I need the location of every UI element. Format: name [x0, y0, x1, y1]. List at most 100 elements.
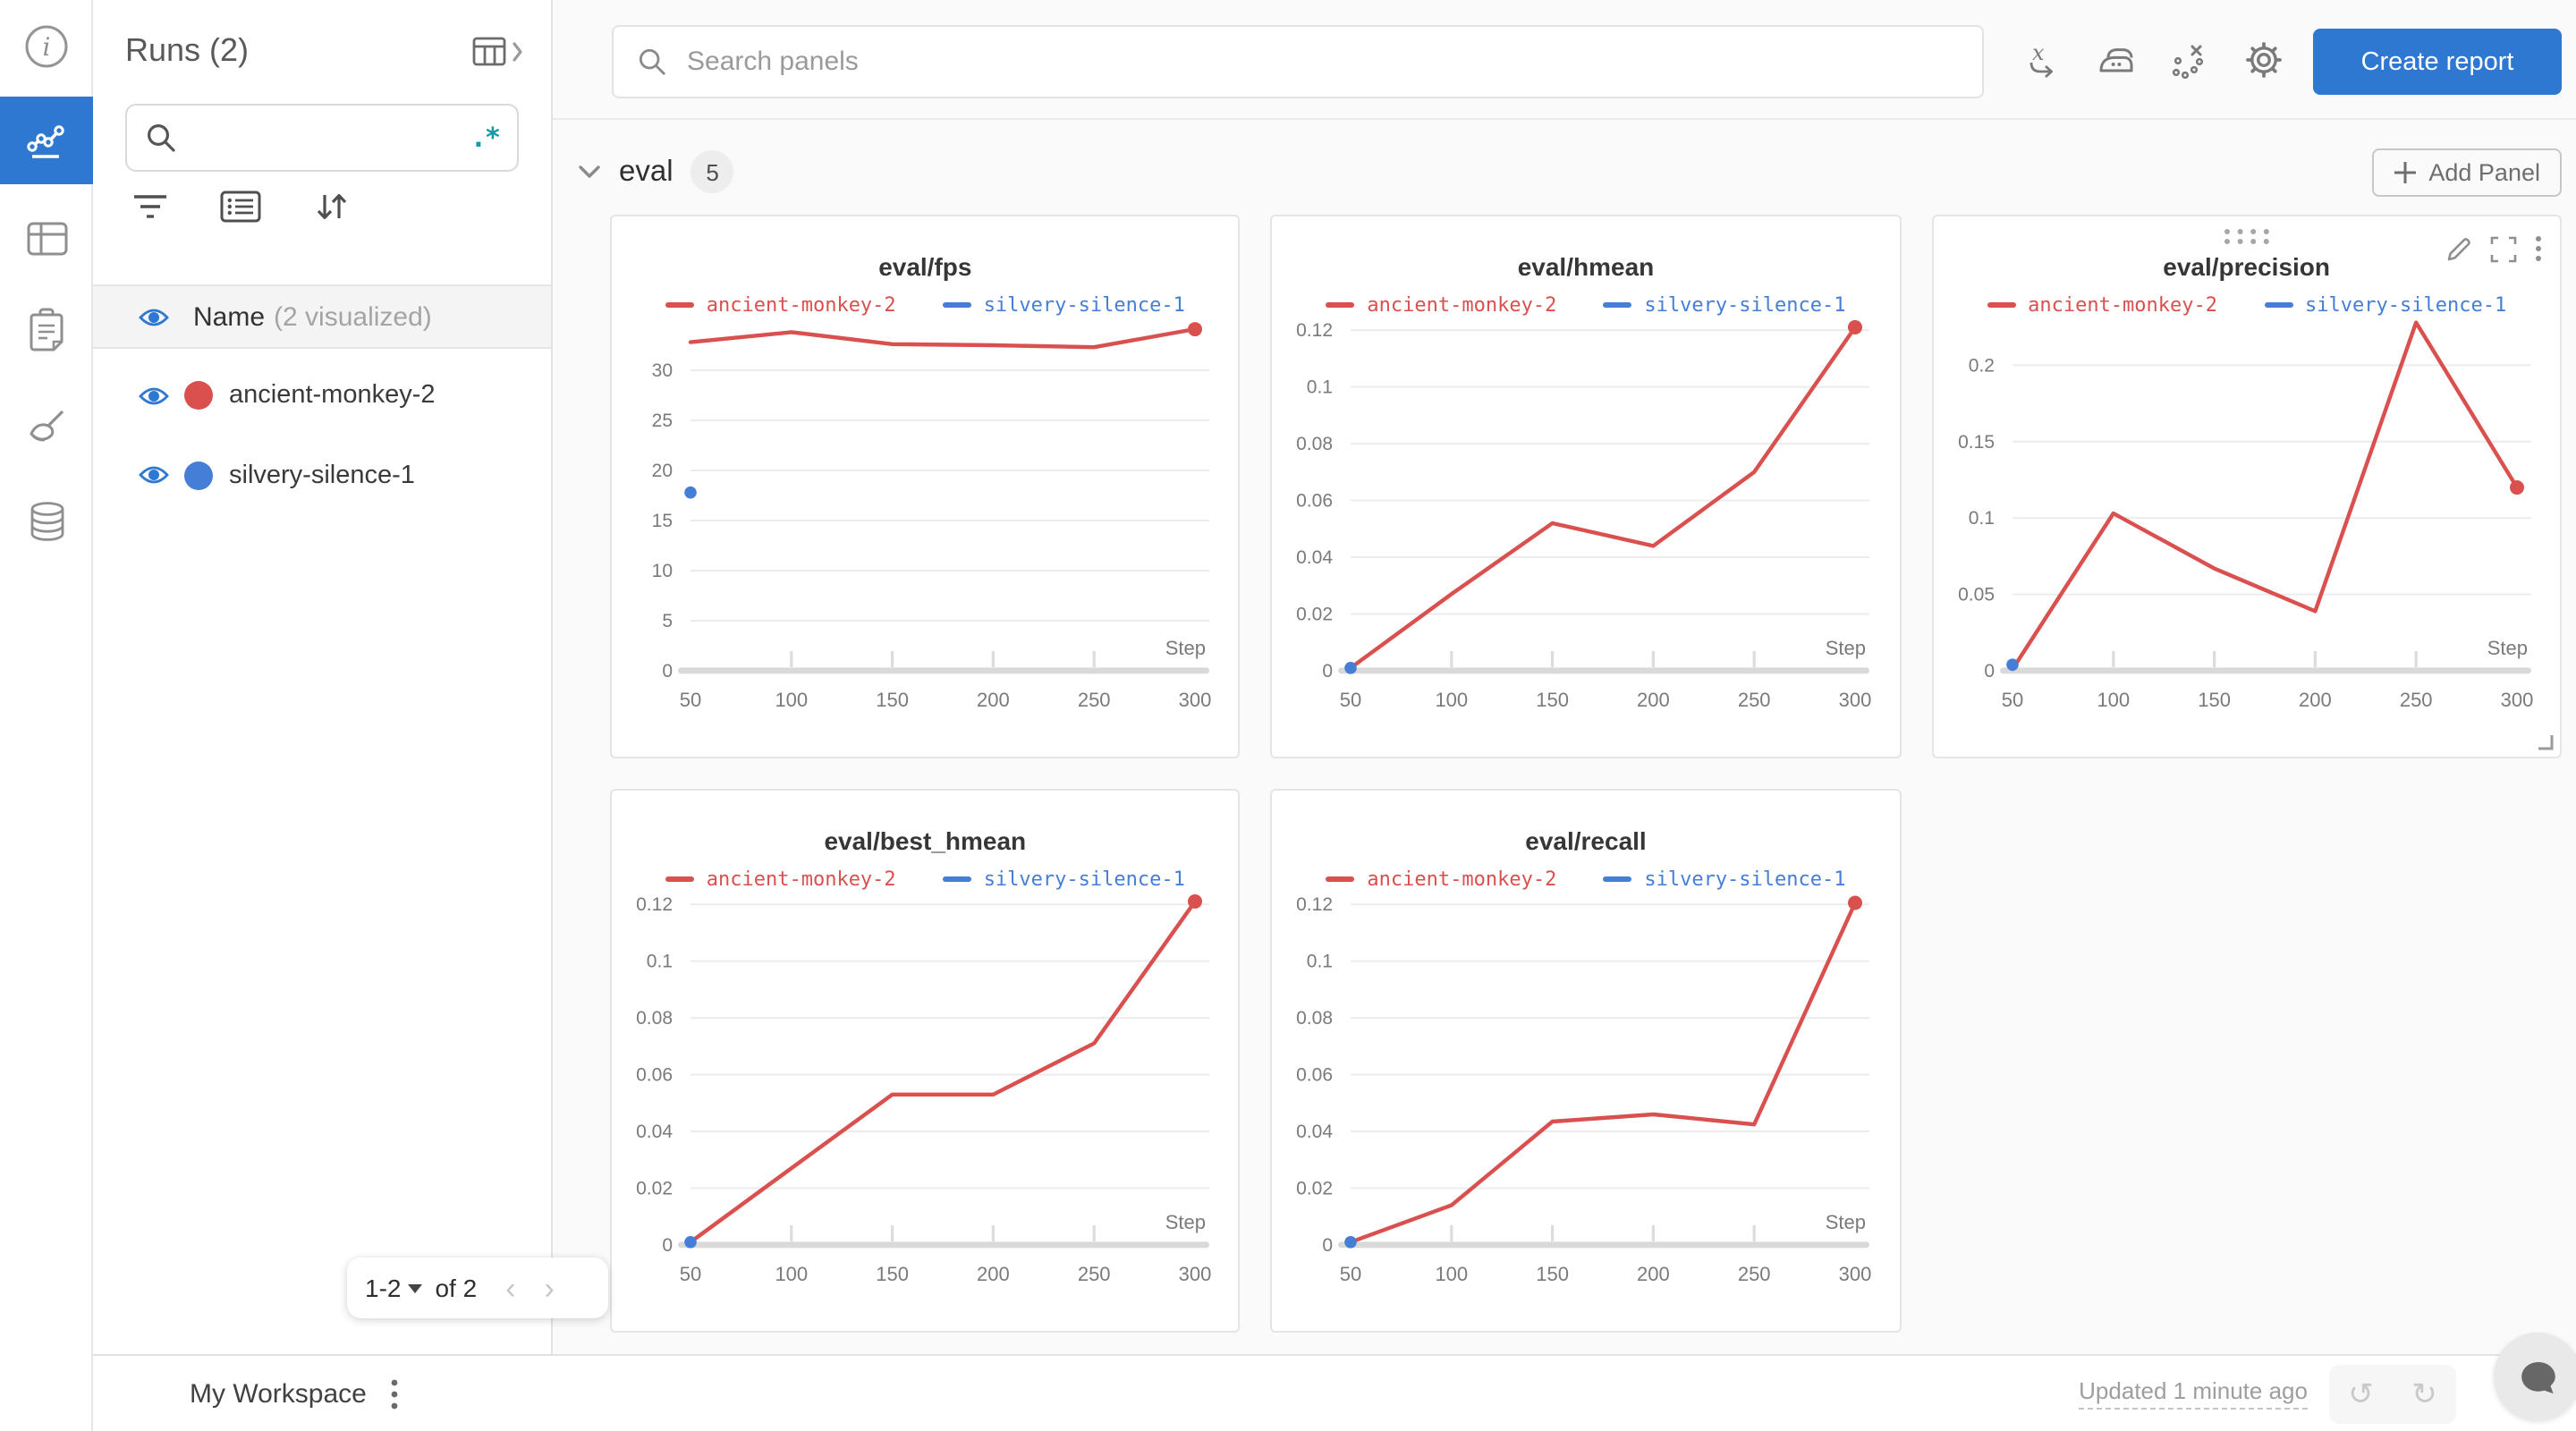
- svg-text:50: 50: [680, 689, 701, 711]
- x-axis-settings-icon[interactable]: x: [2023, 40, 2063, 80]
- legend-item: silvery-silence-1: [2264, 293, 2506, 317]
- workspace-title[interactable]: My Workspace: [190, 1379, 367, 1410]
- runs-name-header[interactable]: Name (2 visualized): [93, 284, 551, 349]
- outliers-scatter-icon[interactable]: [2170, 40, 2209, 80]
- panel-card[interactable]: eval/fps ancient-monkey-2 silvery-silence…: [610, 215, 1241, 758]
- svg-text:0.12: 0.12: [1297, 320, 1334, 341]
- svg-text:0.05: 0.05: [1957, 585, 1994, 605]
- redo-icon[interactable]: ↻: [2411, 1376, 2437, 1410]
- svg-text:50: 50: [1340, 1263, 1361, 1285]
- runs-table-expand-icon[interactable]: [472, 35, 526, 67]
- svg-text:0.1: 0.1: [647, 952, 673, 972]
- svg-text:300: 300: [1179, 1263, 1212, 1285]
- svg-text:0.1: 0.1: [1307, 377, 1333, 398]
- visibility-eye-icon[interactable]: [138, 463, 170, 487]
- legend-item: ancient-monkey-2: [1326, 868, 1556, 891]
- svg-text:250: 250: [1738, 1263, 1771, 1285]
- panel-search-input[interactable]: [683, 45, 1959, 79]
- legend-dash: [942, 876, 971, 883]
- panel-card[interactable]: eval/best_hmean ancient-monkey-2 silvery-…: [610, 789, 1241, 1333]
- panel-legend: ancient-monkey-2 silvery-silence-1: [1273, 293, 1900, 317]
- info-icon[interactable]: i: [0, 7, 93, 86]
- sidebar-item-charts[interactable]: [0, 97, 93, 184]
- panel-legend: ancient-monkey-2 silvery-silence-1: [1273, 868, 1900, 891]
- runs-search-input[interactable]: [177, 122, 470, 154]
- panel-title: eval/fps: [878, 252, 972, 281]
- svg-text:0: 0: [1323, 1235, 1334, 1256]
- run-row[interactable]: ancient-monkey-2: [93, 356, 551, 435]
- svg-text:0.04: 0.04: [1297, 1122, 1334, 1142]
- page-range-dropdown[interactable]: 1-2: [365, 1274, 423, 1302]
- fullscreen-icon[interactable]: [2490, 235, 2517, 262]
- sort-icon[interactable]: [313, 190, 351, 224]
- svg-text:200: 200: [977, 1263, 1010, 1285]
- svg-text:50: 50: [680, 1263, 701, 1285]
- left-rail: i: [0, 0, 93, 1431]
- legend-run-name: silvery-silence-1: [1644, 293, 1846, 317]
- panel-card[interactable]: eval/precision ancient-monkey-2 silvery-s…: [1931, 215, 2562, 758]
- svg-text:0.04: 0.04: [636, 1122, 673, 1142]
- panel-title: eval/precision: [2163, 252, 2331, 281]
- next-page-icon[interactable]: ›: [544, 1271, 555, 1305]
- svg-text:x: x: [2032, 40, 2045, 64]
- svg-text:150: 150: [2198, 689, 2231, 711]
- display-settings-icon[interactable]: [220, 190, 261, 224]
- regex-toggle[interactable]: .*: [470, 122, 501, 154]
- updated-status[interactable]: Updated 1 minute ago: [2079, 1377, 2308, 1410]
- kebab-menu-icon[interactable]: [390, 1377, 399, 1411]
- legend-dash: [1603, 301, 1632, 309]
- legend-dash: [1326, 876, 1355, 883]
- kebab-menu-icon[interactable]: [2535, 234, 2542, 263]
- svg-text:0: 0: [1984, 661, 1995, 682]
- undo-redo-group: ↺ ↻: [2329, 1365, 2456, 1424]
- add-panel-button[interactable]: Add Panel: [2371, 148, 2562, 196]
- filter-icon[interactable]: [132, 191, 168, 223]
- svg-text:0.04: 0.04: [1297, 547, 1334, 568]
- panel-card[interactable]: eval/recall ancient-monkey-2 silvery-sile…: [1270, 789, 1902, 1333]
- legend-run-name: silvery-silence-1: [2305, 293, 2507, 317]
- runs-sidebar: Runs (2) .* Name: [93, 0, 608, 1354]
- panel-title: eval/recall: [1525, 826, 1647, 855]
- svg-text:250: 250: [1078, 1263, 1111, 1285]
- section-title[interactable]: eval: [619, 155, 674, 187]
- panel-title: eval/hmean: [1517, 252, 1655, 281]
- drag-handle-dots[interactable]: [2220, 225, 2274, 247]
- svg-text:0.02: 0.02: [636, 1179, 673, 1199]
- panel-plot: 0 0.05 0.1 0.15 0.2 50 100 150 200 250 300 Step: [1957, 320, 2533, 711]
- panel-title: eval/best_hmean: [824, 826, 1027, 855]
- undo-icon[interactable]: ↺: [2348, 1376, 2374, 1410]
- smoothing-iron-icon[interactable]: [2097, 42, 2136, 78]
- visibility-eye-icon[interactable]: [138, 384, 170, 407]
- run-row[interactable]: silvery-silence-1: [93, 436, 551, 514]
- resize-handle[interactable]: [2535, 732, 2555, 751]
- legend-run-name: silvery-silence-1: [1644, 868, 1846, 891]
- sidebar-item-artifacts-database[interactable]: [0, 481, 93, 560]
- svg-text:Step: Step: [1165, 1211, 1206, 1233]
- edit-pencil-icon[interactable]: [2445, 235, 2472, 262]
- svg-text:0: 0: [662, 1235, 673, 1256]
- svg-text:100: 100: [1436, 689, 1469, 711]
- sidebar-item-table[interactable]: [0, 199, 93, 277]
- chevron-down-icon[interactable]: [578, 164, 601, 180]
- prev-page-icon[interactable]: ‹: [505, 1271, 516, 1305]
- sidebar-item-logs[interactable]: [0, 290, 93, 368]
- sidebar-item-sweeps-brush[interactable]: [0, 388, 93, 467]
- chat-bubble-button[interactable]: [2494, 1333, 2576, 1420]
- svg-text:0.02: 0.02: [1297, 605, 1334, 625]
- svg-text:150: 150: [876, 689, 909, 711]
- chat-bubble-icon: [2521, 1360, 2555, 1393]
- legend-dash: [2264, 301, 2293, 309]
- svg-text:0.08: 0.08: [1297, 1008, 1334, 1029]
- svg-text:200: 200: [977, 689, 1010, 711]
- svg-text:300: 300: [1839, 689, 1872, 711]
- svg-text:0.08: 0.08: [636, 1008, 673, 1029]
- panel-card[interactable]: eval/hmean ancient-monkey-2 silvery-silen…: [1270, 215, 1902, 758]
- gear-icon[interactable]: [2243, 39, 2284, 80]
- line-chart-icon: [27, 124, 64, 157]
- create-report-button[interactable]: Create report: [2313, 29, 2562, 95]
- caret-down-icon: [408, 1283, 423, 1292]
- legend-dash: [1326, 301, 1355, 309]
- visibility-eye-icon[interactable]: [138, 305, 170, 328]
- svg-text:50: 50: [2001, 689, 2022, 711]
- svg-text:150: 150: [1537, 689, 1570, 711]
